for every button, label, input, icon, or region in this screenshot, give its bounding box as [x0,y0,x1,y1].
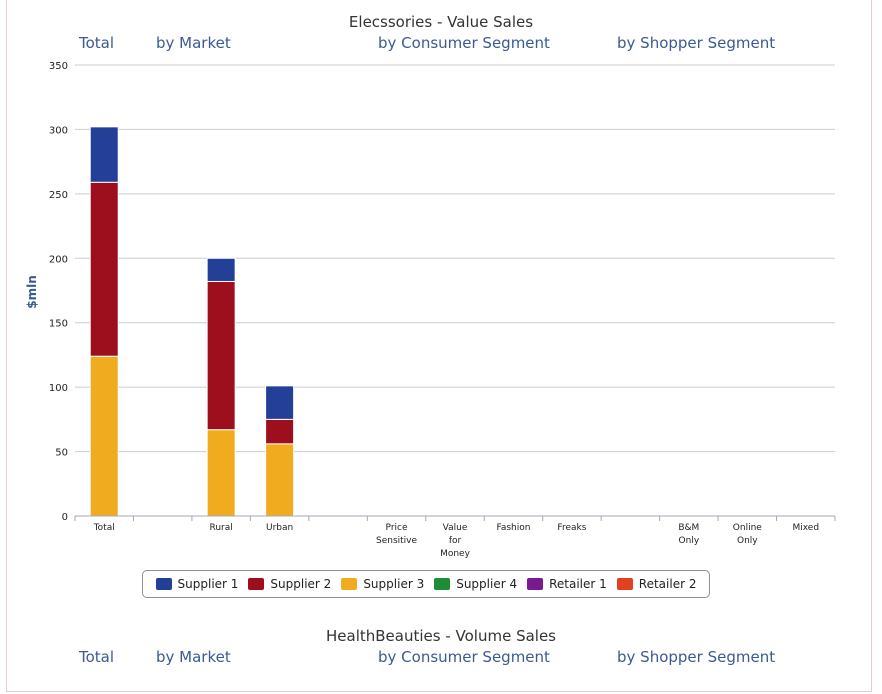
x-tick-label: Mixed [792,523,819,533]
y-tick-label: 300 [49,125,68,136]
y-tick-label: 250 [49,190,68,201]
x-tick-label: Total [93,523,115,533]
group-label-shopper-2: by Shopper Segment [617,648,776,666]
bar-segment[interactable] [89,126,119,183]
chart-title: Elecssories - Value Sales [348,13,534,31]
bar-segment[interactable] [265,443,295,517]
chart-title-2: HealthBeauties - Volume Sales [326,627,556,645]
x-tick-label: Fashion [496,523,530,533]
legend-label: Supplier 3 [363,577,425,591]
legend-item[interactable]: Supplier 1 [155,577,239,591]
panel-frame [6,0,872,692]
x-tick-label: Rural [210,523,233,533]
group-label-market-2: by Market [156,648,231,666]
legend-label: Supplier 4 [456,577,518,591]
y-tick-label: 200 [49,254,68,265]
bar-segment[interactable] [206,429,236,517]
legend-label: Supplier 2 [270,577,332,591]
group-label-shopper: by Shopper Segment [617,34,776,52]
gridlines [75,64,835,517]
bars [89,126,295,517]
bar-chart: 0 50 100 150 200 250 300 350 Total Rural Urban Pri… [25,61,836,559]
x-tick-label: Urban [266,523,293,533]
legend-item[interactable]: Retailer 1 [527,577,607,591]
bar-segment[interactable] [89,181,119,357]
bar-segment[interactable] [206,280,236,431]
legend-label: Retailer 2 [638,577,697,591]
group-label-consumer-2: by Consumer Segment [378,648,550,666]
x-tick-label: Freaks [557,523,586,533]
y-tick-label: 150 [49,319,68,330]
legend-label: Supplier 1 [177,577,239,591]
bar-segment[interactable] [265,385,295,420]
legend-swatch [527,578,544,590]
legend-item[interactable]: Supplier 4 [434,577,517,591]
y-tick-label: 100 [49,383,68,394]
group-label-total-2: Total [79,648,115,666]
legend-item[interactable]: Supplier 2 [248,577,331,591]
bar-segment[interactable] [206,257,236,282]
y-tick-label: 0 [62,512,68,523]
legend-swatch [155,578,172,590]
x-tick-label: Online Only [733,523,762,546]
bar-segment[interactable] [89,355,119,517]
legend-label: Retailer 1 [549,577,607,591]
x-axis: Total Rural Urban Price Sensitive Value for Mon… [74,515,836,559]
legend-swatch [616,578,633,590]
y-axis-ticks: 0 50 100 150 200 250 300 350 [49,61,68,523]
bar-segment[interactable] [265,418,295,445]
x-tick-label: Price Sensitive [376,523,417,546]
group-label-consumer: by Consumer Segment [378,34,550,52]
y-axis-label: $mln [25,275,39,309]
group-label-total: Total [79,34,115,52]
y-tick-label: 350 [49,61,68,72]
legend-swatch [434,578,451,590]
x-tick-label: Value for Money [440,523,471,559]
chart-legend: Supplier 1 Supplier 2 Supplier 3 Supplier 4… [142,570,710,598]
legend-swatch [248,578,265,590]
legend-item[interactable]: Retailer 2 [616,577,697,591]
x-tick-label: B&M Only [678,523,699,546]
legend-item[interactable]: Supplier 3 [341,577,424,591]
group-label-market: by Market [156,34,231,52]
y-tick-label: 50 [55,448,68,459]
legend-swatch [341,578,358,590]
